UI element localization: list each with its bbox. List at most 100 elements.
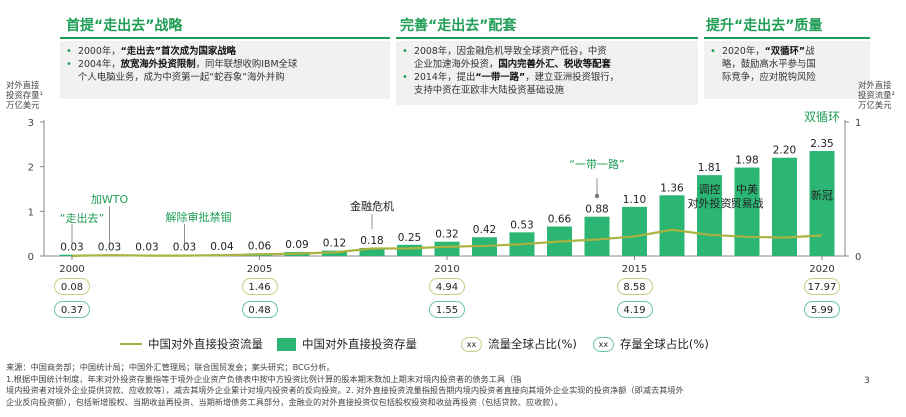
footnote-line: 企业反向投资额），包括新增股权、当期收益再投资、当期新增债务工具部分，金融业的对… <box>6 396 563 407</box>
bullet-continuation: 略，鼓励高水平参与国 <box>722 59 816 70</box>
flow-share-pill: 1.46 <box>241 278 278 295</box>
stock-bar <box>809 151 835 256</box>
stock-value-label: 1.81 <box>698 162 721 174</box>
phase-bullets-1: • 2000年，“走出去”首次成为国家战略 • 2004年，放宽海外投资限制，同年联… <box>64 45 297 84</box>
legend-flow-share-icon: xx <box>461 336 482 352</box>
bullet-continuation: 支持中资在亚欧非大陆投资基础设施 <box>414 85 565 96</box>
stock-bar <box>697 175 722 256</box>
event-annotation: 调控 <box>699 182 721 196</box>
stock-value-label: 2.20 <box>773 145 796 157</box>
left-axis-title-line: 对外直接 <box>6 80 40 90</box>
event-annotation: 贸易战 <box>731 197 764 210</box>
stock-value-label: 0.88 <box>585 204 608 216</box>
bullet-dot-icon: • <box>66 46 72 57</box>
legend-stock-bar-icon <box>277 337 296 351</box>
bullet-continuation: 企业加速海外投资，国内完善外汇、税收等配套 <box>414 59 611 70</box>
stock-bar <box>397 244 422 256</box>
stock-share-pill: 0.48 <box>241 301 278 318</box>
stock-share-pill: 5.99 <box>804 301 840 318</box>
phase-divider-1 <box>60 37 390 39</box>
event-annotation: 对外投资 <box>688 196 732 210</box>
stock-bar <box>359 247 385 256</box>
stock-value-label: 0.03 <box>98 242 121 254</box>
stock-bar <box>622 206 647 256</box>
footnote-line: 境内投资者对境外企业提供贷款、应收款等），减去其境外企业累计对境内投资者的反向投… <box>6 385 684 395</box>
stock-share-pill: 0.37 <box>54 301 90 318</box>
stock-value-label: 0.03 <box>60 242 83 254</box>
right-axis-title-line: 对外直接 <box>858 80 892 90</box>
footnote-line: 来源：中国商务部；中国统计局；中国外汇管理局；联合国贸发会；案头研究；BCG分析… <box>6 362 335 372</box>
stock-value-label: 0.03 <box>135 242 158 254</box>
bullet-item: • 2008年，因金融危机导致全球资产低谷，中资 <box>402 46 607 57</box>
stock-value-label: 0.25 <box>398 232 421 244</box>
phase-title-3: 提升“走出去”质量 <box>706 18 823 34</box>
right-axis-title-line: 投资流量² <box>858 90 895 100</box>
right-tick-label: 1 <box>855 118 861 129</box>
stock-value-label: 0.18 <box>360 235 383 247</box>
x-tick-label: 2005 <box>247 264 272 275</box>
left-tick-label: 0 <box>28 252 34 263</box>
phase-box-1 <box>60 41 390 99</box>
flow-share-pill: 17.97 <box>804 278 840 295</box>
bullet-dot-icon: • <box>402 46 408 57</box>
flow-share-pill: 0.08 <box>54 278 90 295</box>
stock-value-label: 0.66 <box>548 214 572 226</box>
right-tick-label: 0 <box>855 252 861 263</box>
left-axis-title-line: 投资存量¹ <box>6 90 43 100</box>
bullet-dot-icon: • <box>710 46 716 57</box>
stock-value-label: 0.06 <box>248 240 272 252</box>
phase-bullets-3: • 2020年，“双循环”战 略，鼓励高水平参与国 际竞争，应对脱钩风险 <box>708 45 816 84</box>
stock-value-label: 1.10 <box>623 194 646 206</box>
right-axis-title: 对外直接 投资流量² 万亿美元 <box>858 80 895 110</box>
x-tick-label: 2020 <box>809 264 834 275</box>
stock-value-label: 0.12 <box>323 238 346 250</box>
bullet-item: • 2000年，“走出去”首次成为国家战略 <box>66 46 237 57</box>
event-annotation: “一带一路” <box>569 158 624 171</box>
bullet-continuation: 际竞争，应对脱钩风险 <box>722 72 816 83</box>
flow-line <box>71 228 823 257</box>
bullet-continuation: 个人电脑业务，成为中资第一起“蛇吞象”海外并购 <box>78 72 285 83</box>
stock-bar <box>734 167 760 256</box>
bullet-item: • 2014年，提出“一带一路”，建立亚洲投资银行， <box>402 72 619 83</box>
left-axis-title-line: 万亿美元 <box>6 100 40 110</box>
bullet-dot-icon: • <box>66 59 72 70</box>
legend: 中国对外直接投资流量 中国对外直接投资存量 xx 流量全球占比(%) xx 存量… <box>120 336 709 352</box>
x-tick-label: 2010 <box>434 264 459 275</box>
event-annotation: 金融危机 <box>350 199 394 213</box>
stock-share-pill: 1.55 <box>429 301 465 318</box>
stock-value-label: 1.36 <box>660 182 684 194</box>
stock-value-label: 0.32 <box>435 229 458 241</box>
bullet-item: • 2004年，放宽海外投资限制，同年联想收购IBM全球 <box>66 59 298 70</box>
stock-share-pill: 4.19 <box>616 301 653 318</box>
legend-stock-label: 中国对外直接投资存量 <box>302 337 417 351</box>
footnotes: 来源：中国商务部；中国统计局；中国外汇管理局；联合国贸发会；案头研究；BCG分析… <box>6 362 858 408</box>
stock-value-label: 2.35 <box>810 138 833 150</box>
legend-flow-share-label: 流量全球占比(%) <box>488 337 577 351</box>
right-axis-title-line: 万亿美元 <box>858 100 892 110</box>
stock-bar <box>659 195 685 256</box>
phase-box-3 <box>704 41 870 99</box>
stock-bar <box>584 216 610 256</box>
stock-value-label: 0.03 <box>173 242 196 254</box>
legend-flow-line-icon <box>120 343 142 345</box>
phase-divider-3 <box>704 37 870 39</box>
stock-bar <box>434 241 460 256</box>
bullet-dot-icon: • <box>402 72 408 83</box>
phase-title-1: 首提“走出去”战略 <box>66 18 183 34</box>
left-tick-label: 1 <box>28 207 34 218</box>
event-annotation: 新冠 <box>811 188 833 202</box>
phase-title-2: 完善“走出去”配套 <box>400 18 517 34</box>
bullet-item: • 2020年，“双循环”战 <box>710 46 815 57</box>
page-number: 3 <box>864 376 870 386</box>
event-annotation: 中美 <box>736 183 758 196</box>
stock-value-label: 0.04 <box>210 241 234 253</box>
stock-value-label: 1.98 <box>735 155 758 167</box>
x-tick-label: 2000 <box>59 264 84 275</box>
legend-stock-share-icon: xx <box>592 336 614 352</box>
annotation-marker <box>594 193 600 199</box>
phase-bullets-2: • 2008年，因金融危机导致全球资产低谷，中资 企业加速海外投资，国内完善外汇、… <box>400 45 619 97</box>
legend-stock-share-label: 存量全球占比(%) <box>619 337 709 351</box>
event-annotation: 加WTO <box>91 193 129 206</box>
